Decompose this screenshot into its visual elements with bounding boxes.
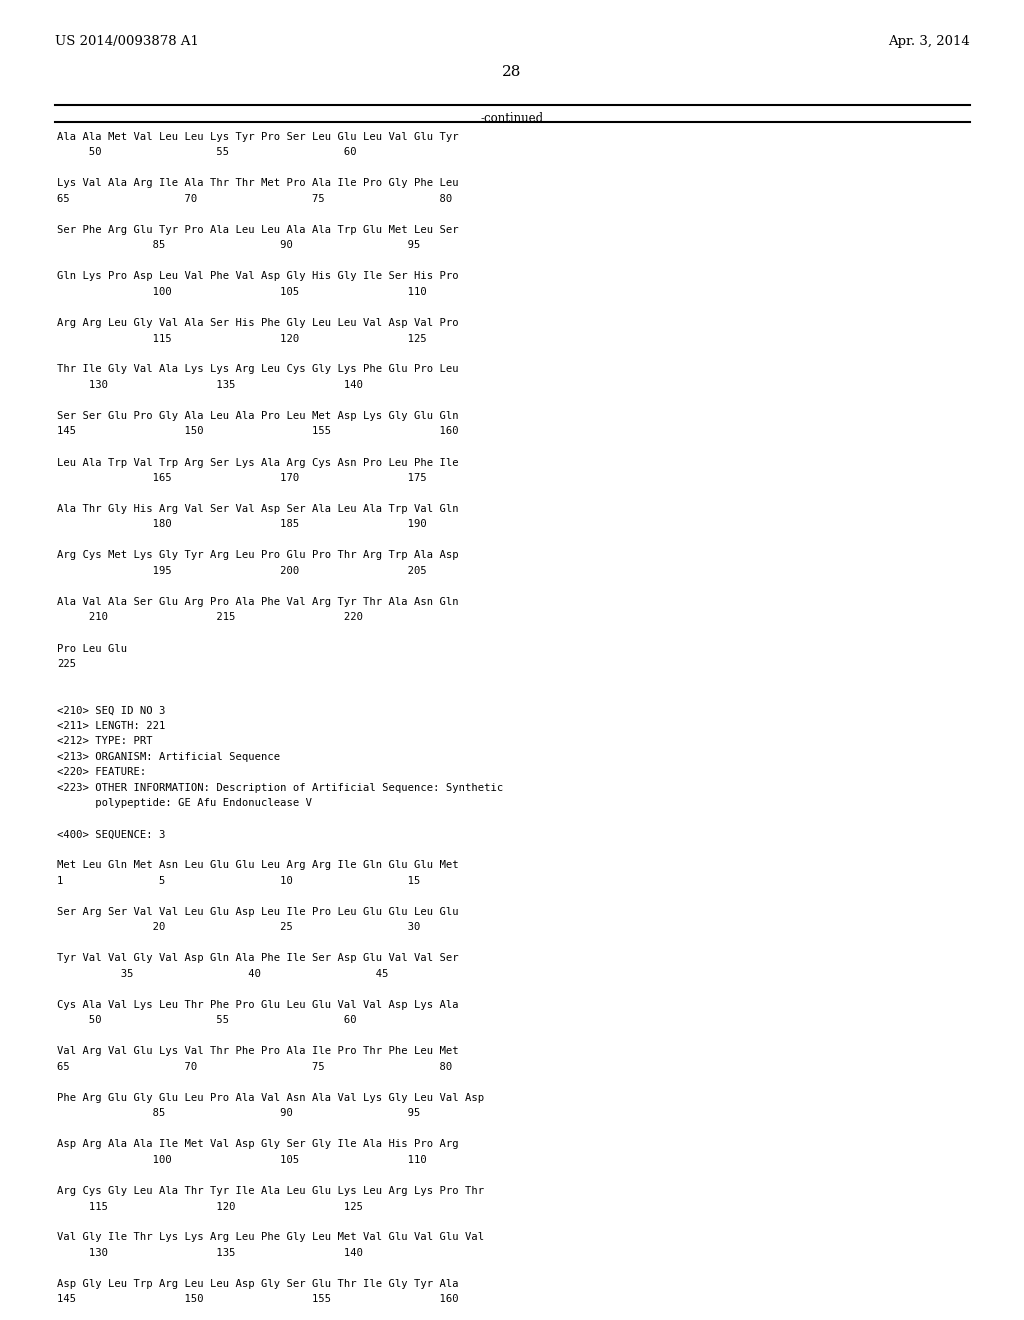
Text: 165                 170                 175: 165 170 175 (57, 473, 427, 483)
Text: 85                  90                  95: 85 90 95 (57, 240, 421, 251)
Text: 195                 200                 205: 195 200 205 (57, 566, 427, 576)
Text: Leu Ala Trp Val Trp Arg Ser Lys Ala Arg Cys Asn Pro Leu Phe Ile: Leu Ala Trp Val Trp Arg Ser Lys Ala Arg … (57, 458, 459, 467)
Text: 28: 28 (503, 65, 521, 79)
Text: Val Arg Val Glu Lys Val Thr Phe Pro Ala Ile Pro Thr Phe Leu Met: Val Arg Val Glu Lys Val Thr Phe Pro Ala … (57, 1047, 459, 1056)
Text: <400> SEQUENCE: 3: <400> SEQUENCE: 3 (57, 829, 165, 840)
Text: Val Gly Ile Thr Lys Lys Arg Leu Phe Gly Leu Met Val Glu Val Glu Val: Val Gly Ile Thr Lys Lys Arg Leu Phe Gly … (57, 1233, 484, 1242)
Text: Ala Val Ala Ser Glu Arg Pro Ala Phe Val Arg Tyr Thr Ala Asn Gln: Ala Val Ala Ser Glu Arg Pro Ala Phe Val … (57, 597, 459, 607)
Text: Arg Cys Met Lys Gly Tyr Arg Leu Pro Glu Pro Thr Arg Trp Ala Asp: Arg Cys Met Lys Gly Tyr Arg Leu Pro Glu … (57, 550, 459, 561)
Text: <210> SEQ ID NO 3: <210> SEQ ID NO 3 (57, 705, 165, 715)
Text: -continued: -continued (480, 112, 544, 125)
Text: Ser Arg Ser Val Val Leu Glu Asp Leu Ile Pro Leu Glu Glu Leu Glu: Ser Arg Ser Val Val Leu Glu Asp Leu Ile … (57, 907, 459, 917)
Text: 50                  55                  60: 50 55 60 (57, 1015, 356, 1026)
Text: Cys Ala Val Lys Leu Thr Phe Pro Glu Leu Glu Val Val Asp Lys Ala: Cys Ala Val Lys Leu Thr Phe Pro Glu Leu … (57, 1001, 459, 1010)
Text: 50                  55                  60: 50 55 60 (57, 148, 356, 157)
Text: <213> ORGANISM: Artificial Sequence: <213> ORGANISM: Artificial Sequence (57, 752, 281, 762)
Text: Ala Thr Gly His Arg Val Ser Val Asp Ser Ala Leu Ala Trp Val Gln: Ala Thr Gly His Arg Val Ser Val Asp Ser … (57, 504, 459, 513)
Text: Met Leu Gln Met Asn Leu Glu Glu Leu Arg Arg Ile Gln Glu Glu Met: Met Leu Gln Met Asn Leu Glu Glu Leu Arg … (57, 861, 459, 870)
Text: Ser Phe Arg Glu Tyr Pro Ala Leu Leu Ala Ala Trp Glu Met Leu Ser: Ser Phe Arg Glu Tyr Pro Ala Leu Leu Ala … (57, 224, 459, 235)
Text: 145                 150                 155                 160: 145 150 155 160 (57, 426, 459, 437)
Text: Arg Arg Leu Gly Val Ala Ser His Phe Gly Leu Leu Val Asp Val Pro: Arg Arg Leu Gly Val Ala Ser His Phe Gly … (57, 318, 459, 327)
Text: Asp Arg Ala Ala Ile Met Val Asp Gly Ser Gly Ile Ala His Pro Arg: Asp Arg Ala Ala Ile Met Val Asp Gly Ser … (57, 1139, 459, 1150)
Text: 20                  25                  30: 20 25 30 (57, 923, 421, 932)
Text: <220> FEATURE:: <220> FEATURE: (57, 767, 146, 777)
Text: Gln Lys Pro Asp Leu Val Phe Val Asp Gly His Gly Ile Ser His Pro: Gln Lys Pro Asp Leu Val Phe Val Asp Gly … (57, 272, 459, 281)
Text: Apr. 3, 2014: Apr. 3, 2014 (888, 36, 970, 48)
Text: 130                 135                 140: 130 135 140 (57, 380, 362, 389)
Text: polypeptide: GE Afu Endonuclease V: polypeptide: GE Afu Endonuclease V (57, 799, 312, 808)
Text: 145                 150                 155                 160: 145 150 155 160 (57, 1295, 459, 1304)
Text: Lys Val Ala Arg Ile Ala Thr Thr Met Pro Ala Ile Pro Gly Phe Leu: Lys Val Ala Arg Ile Ala Thr Thr Met Pro … (57, 178, 459, 189)
Text: Tyr Val Val Gly Val Asp Gln Ala Phe Ile Ser Asp Glu Val Val Ser: Tyr Val Val Gly Val Asp Gln Ala Phe Ile … (57, 953, 459, 964)
Text: 210                 215                 220: 210 215 220 (57, 612, 362, 623)
Text: 65                  70                  75                  80: 65 70 75 80 (57, 1063, 453, 1072)
Text: Asp Gly Leu Trp Arg Leu Leu Asp Gly Ser Glu Thr Ile Gly Tyr Ala: Asp Gly Leu Trp Arg Leu Leu Asp Gly Ser … (57, 1279, 459, 1290)
Text: Ala Ala Met Val Leu Leu Lys Tyr Pro Ser Leu Glu Leu Val Glu Tyr: Ala Ala Met Val Leu Leu Lys Tyr Pro Ser … (57, 132, 459, 143)
Text: 100                 105                 110: 100 105 110 (57, 286, 427, 297)
Text: 65                  70                  75                  80: 65 70 75 80 (57, 194, 453, 205)
Text: <211> LENGTH: 221: <211> LENGTH: 221 (57, 721, 165, 731)
Text: Arg Cys Gly Leu Ala Thr Tyr Ile Ala Leu Glu Lys Leu Arg Lys Pro Thr: Arg Cys Gly Leu Ala Thr Tyr Ile Ala Leu … (57, 1185, 484, 1196)
Text: 115                 120                 125: 115 120 125 (57, 1201, 362, 1212)
Text: 225: 225 (57, 659, 76, 669)
Text: 130                 135                 140: 130 135 140 (57, 1247, 362, 1258)
Text: Thr Ile Gly Val Ala Lys Lys Arg Leu Cys Gly Lys Phe Glu Pro Leu: Thr Ile Gly Val Ala Lys Lys Arg Leu Cys … (57, 364, 459, 375)
Text: 100                 105                 110: 100 105 110 (57, 1155, 427, 1166)
Text: Pro Leu Glu: Pro Leu Glu (57, 644, 127, 653)
Text: 1               5                  10                  15: 1 5 10 15 (57, 876, 421, 886)
Text: US 2014/0093878 A1: US 2014/0093878 A1 (55, 36, 199, 48)
Text: 115                 120                 125: 115 120 125 (57, 334, 427, 343)
Text: Phe Arg Glu Gly Glu Leu Pro Ala Val Asn Ala Val Lys Gly Leu Val Asp: Phe Arg Glu Gly Glu Leu Pro Ala Val Asn … (57, 1093, 484, 1104)
Text: 180                 185                 190: 180 185 190 (57, 520, 427, 529)
Text: 85                  90                  95: 85 90 95 (57, 1109, 421, 1118)
Text: <212> TYPE: PRT: <212> TYPE: PRT (57, 737, 153, 747)
Text: Ser Ser Glu Pro Gly Ala Leu Ala Pro Leu Met Asp Lys Gly Glu Gln: Ser Ser Glu Pro Gly Ala Leu Ala Pro Leu … (57, 411, 459, 421)
Text: <223> OTHER INFORMATION: Description of Artificial Sequence: Synthetic: <223> OTHER INFORMATION: Description of … (57, 783, 503, 793)
Text: 35                  40                  45: 35 40 45 (57, 969, 388, 979)
